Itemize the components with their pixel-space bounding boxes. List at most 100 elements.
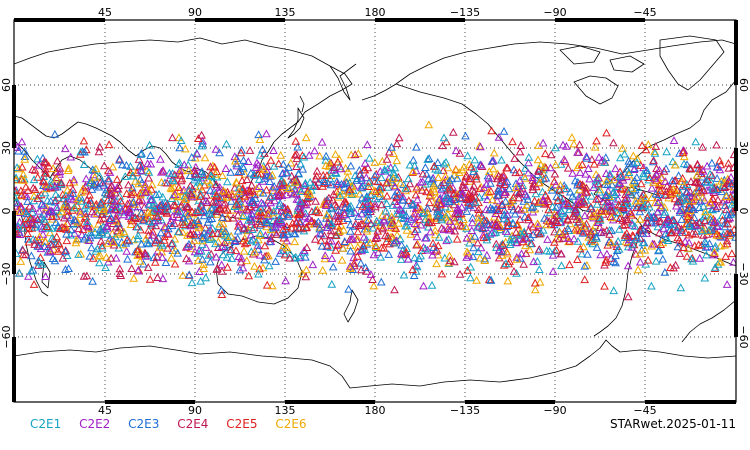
observation-marker <box>546 150 556 159</box>
observation-marker <box>247 198 257 207</box>
observation-marker <box>594 194 603 202</box>
observation-marker <box>366 270 376 278</box>
observation-marker <box>390 163 400 172</box>
observation-marker <box>459 162 469 171</box>
observation-marker <box>205 208 214 217</box>
observation-marker <box>302 265 311 274</box>
observation-marker <box>642 166 652 174</box>
observation-marker <box>284 184 294 192</box>
observation-marker <box>27 218 36 227</box>
observation-marker <box>69 175 79 184</box>
observation-marker <box>684 199 694 208</box>
observation-marker <box>223 233 233 241</box>
observation-marker <box>358 244 368 253</box>
observation-marker <box>133 202 143 211</box>
observation-marker <box>650 173 660 182</box>
observation-marker <box>273 192 283 200</box>
observation-marker <box>375 192 384 200</box>
observation-marker <box>410 209 419 218</box>
observation-marker <box>362 224 372 233</box>
observation-marker <box>679 152 689 161</box>
observation-marker <box>575 168 585 176</box>
observation-marker <box>252 184 262 192</box>
observation-marker <box>376 277 386 286</box>
observation-marker <box>418 169 428 178</box>
observation-marker <box>689 196 699 205</box>
observation-marker <box>232 199 242 208</box>
observation-marker <box>656 240 666 248</box>
observation-marker <box>492 196 502 205</box>
observation-marker <box>223 213 233 222</box>
observation-marker <box>523 195 533 203</box>
observation-marker <box>81 201 91 210</box>
observation-marker <box>550 227 559 236</box>
observation-marker <box>267 281 277 290</box>
observation-marker <box>398 192 408 201</box>
observation-marker <box>591 232 601 241</box>
observation-marker <box>729 257 736 266</box>
bottom-lon-label-45: 45 <box>98 404 112 417</box>
observation-marker <box>661 229 670 238</box>
observation-marker <box>378 224 387 233</box>
observation-marker <box>700 195 709 204</box>
observation-marker <box>320 231 329 240</box>
observation-marker <box>663 215 673 224</box>
observation-marker <box>274 159 284 168</box>
observation-marker <box>484 275 494 284</box>
observation-marker <box>239 223 249 232</box>
observation-marker <box>677 215 687 223</box>
observation-marker <box>589 208 599 217</box>
observation-marker <box>38 229 48 238</box>
observation-marker <box>211 169 220 178</box>
observation-marker <box>81 232 90 241</box>
observation-marker <box>167 194 177 202</box>
observation-marker <box>79 218 89 227</box>
observation-marker <box>266 229 275 238</box>
observation-marker <box>335 191 345 199</box>
observation-marker <box>24 271 33 280</box>
observation-marker <box>230 183 240 192</box>
observation-marker <box>563 199 573 208</box>
observation-marker <box>167 184 177 193</box>
observation-marker <box>488 204 498 213</box>
observation-marker <box>344 284 353 293</box>
observation-marker <box>355 189 365 198</box>
observation-marker <box>538 225 548 234</box>
observation-marker <box>488 164 498 173</box>
observation-marker <box>266 234 276 243</box>
observation-marker <box>94 147 104 156</box>
observation-marker <box>117 160 127 169</box>
observation-marker <box>605 229 614 238</box>
observation-marker <box>577 160 587 168</box>
observation-marker <box>28 265 38 274</box>
observation-marker <box>529 257 538 266</box>
observation-marker <box>136 166 146 174</box>
observation-marker <box>540 149 550 158</box>
observation-marker <box>668 157 678 166</box>
observation-marker <box>144 239 153 248</box>
observation-marker <box>699 230 708 239</box>
observation-marker <box>480 254 490 263</box>
observation-marker <box>429 243 438 251</box>
observation-marker <box>176 176 186 185</box>
observation-marker <box>476 160 486 169</box>
observation-marker <box>277 181 287 189</box>
observation-marker <box>170 170 180 179</box>
observation-marker <box>29 175 39 184</box>
observation-marker <box>699 212 709 221</box>
observation-marker <box>444 225 454 234</box>
observation-marker <box>182 202 192 210</box>
observation-marker <box>204 250 214 259</box>
observation-marker <box>184 256 194 265</box>
observation-marker <box>144 225 153 234</box>
observation-marker <box>350 150 360 159</box>
observation-marker <box>524 152 534 161</box>
observation-marker <box>700 216 710 225</box>
observation-marker <box>368 223 378 232</box>
observation-marker <box>410 219 420 227</box>
observation-marker <box>66 213 76 222</box>
observation-marker <box>81 182 91 191</box>
observation-marker <box>540 213 549 222</box>
observation-marker <box>612 246 622 254</box>
observation-marker <box>443 163 453 172</box>
